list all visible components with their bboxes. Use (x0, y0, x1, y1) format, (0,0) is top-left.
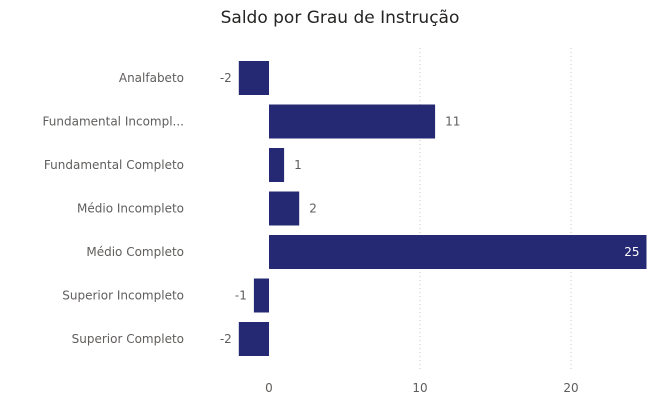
category-label-5: Superior Incompleto (62, 289, 184, 303)
x-tick-label-20: 20 (563, 381, 578, 395)
bar-0 (238, 61, 269, 95)
data-label-2: 1 (294, 158, 302, 172)
bar-2 (269, 148, 285, 182)
category-label-2: Fundamental Completo (44, 158, 184, 172)
data-label-5: -1 (235, 289, 247, 303)
category-label-4: Médio Completo (86, 245, 184, 259)
data-label-1: 11 (445, 115, 460, 129)
data-label-6: -2 (220, 332, 232, 346)
category-label-6: Superior Completo (72, 332, 184, 346)
category-label-0: Analfabeto (119, 71, 184, 85)
data-label-0: -2 (220, 71, 232, 85)
bar-6 (238, 322, 269, 356)
x-tick-label-0: 0 (265, 381, 273, 395)
bar-3 (269, 191, 300, 226)
bar-4 (269, 235, 647, 269)
bar-5 (253, 278, 269, 313)
category-label-1: Fundamental Incompl... (43, 115, 184, 129)
category-label-3: Médio Incompleto (77, 202, 184, 216)
data-label-3: 2 (309, 202, 317, 216)
data-label-4: 25 (624, 245, 639, 259)
chart-title: Saldo por Grau de Instrução (220, 8, 460, 28)
x-tick-label-10: 10 (412, 381, 427, 395)
bar-1 (269, 104, 436, 139)
